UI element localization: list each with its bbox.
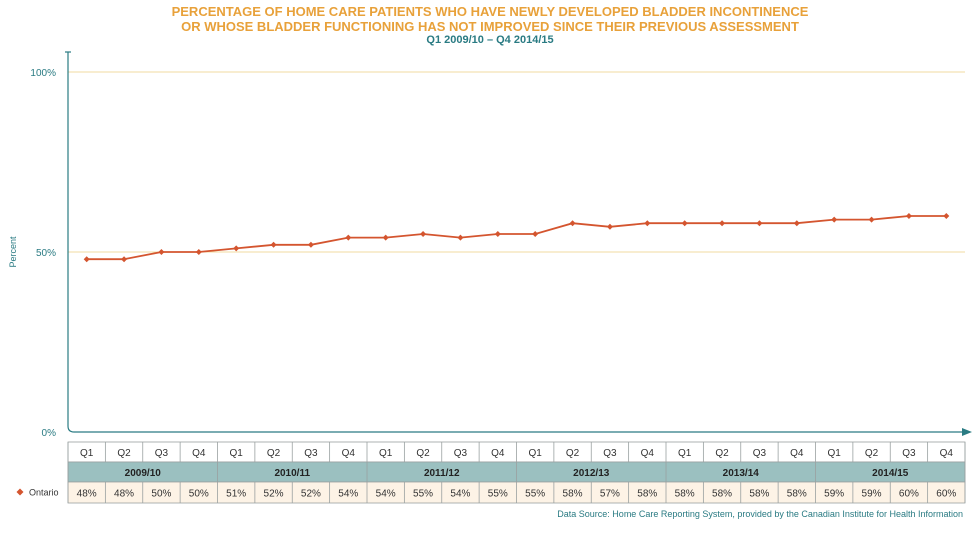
y-tick-label: 100% [30,68,56,79]
fiscal-year-label: 2013/14 [723,468,760,479]
value-label: 55% [525,489,545,500]
quarter-label: Q3 [603,448,617,459]
data-point [793,220,800,227]
data-point [569,220,576,227]
line-chart: 0% 50% 100% Percent Q1 Q2 Q3 Q4 Q1 Q2 Q3 Q4 Q1 Q2 Q3 Q4… [8,51,972,504]
data-point [420,231,427,237]
quarter-label: Q3 [753,448,767,459]
data-point [868,216,875,223]
quarter-label: Q4 [790,448,804,459]
value-label: 59% [862,489,882,500]
value-label: 58% [637,489,657,500]
x-axis-arrow [962,428,972,436]
value-label: 57% [600,489,620,500]
fiscal-year-label: 2011/12 [424,468,460,479]
quarter-label: Q1 [678,448,692,459]
chart-title-line-1: PERCENTAGE OF HOME CARE PATIENTS WHO HAV… [171,4,809,19]
data-point [195,249,202,255]
quarter-label: Q1 [529,448,543,459]
quarter-label: Q3 [902,448,916,459]
value-label: 51% [226,489,246,500]
data-point [831,216,838,223]
legend-label-ontario: Ontario [29,488,59,498]
y-tick-label: 50% [36,248,56,259]
value-label: 55% [413,489,433,500]
quarter-label: Q3 [304,448,318,459]
value-label: 60% [936,489,956,500]
data-point [121,256,128,263]
quarter-label: Q4 [491,448,505,459]
quarter-label: Q2 [267,448,281,459]
data-point [719,220,726,227]
quarter-label: Q3 [155,448,169,459]
data-point [644,220,651,227]
value-label: 58% [675,489,695,500]
quarter-label: Q4 [342,448,356,459]
value-label: 58% [749,489,769,500]
value-label: 50% [151,489,171,500]
data-point [905,213,912,219]
quarter-label: Q1 [828,448,842,459]
value-label: 54% [338,489,358,500]
data-point [681,220,688,227]
value-label: 58% [563,489,583,500]
data-point [307,241,314,248]
data-point [756,220,763,227]
fiscal-year-label: 2009/10 [125,468,162,479]
value-label: 55% [488,489,508,500]
data-point [382,234,389,241]
quarter-label: Q4 [641,448,655,459]
data-point [270,241,277,248]
data-point [83,256,90,263]
axis-corner [67,425,75,433]
quarter-label: Q1 [230,448,244,459]
quarter-label: Q2 [715,448,729,459]
value-label: 50% [189,489,209,500]
quarter-label: Q2 [416,448,430,459]
data-point [606,223,613,230]
quarter-label: Q2 [117,448,131,459]
data-point [457,234,464,241]
data-source-note: Data Source: Home Care Reporting System,… [557,509,963,519]
series-line-ontario [86,215,947,261]
fiscal-year-label: 2010/11 [274,468,310,479]
data-point [345,234,352,241]
value-label: 58% [712,489,732,500]
value-label: 59% [824,489,844,500]
value-label: 52% [264,489,284,500]
value-label: 48% [77,489,97,500]
chart-title-line-2: OR WHOSE BLADDER FUNCTIONING HAS NOT IMP… [181,19,799,34]
quarter-label: Q4 [192,448,206,459]
quarter-label: Q4 [940,448,954,459]
data-point [494,231,501,237]
value-label: 48% [114,489,134,500]
value-label: 52% [301,489,321,500]
fiscal-year-label: 2014/15 [872,468,909,479]
quarter-label: Q2 [865,448,879,459]
y-axis-label: Percent [8,236,18,268]
value-label: 54% [450,489,470,500]
data-point [233,245,240,252]
fiscal-year-label: 2012/13 [573,468,610,479]
quarter-label: Q3 [454,448,468,459]
y-tick-label: 0% [42,428,57,439]
data-point [532,231,539,237]
value-label: 60% [899,489,919,500]
quarter-label: Q2 [566,448,580,459]
legend-marker-ontario [16,488,24,496]
value-label: 54% [376,489,396,500]
chart-subtitle: Q1 2009/10 – Q4 2014/15 [426,34,554,46]
quarter-label: Q1 [80,448,94,459]
data-point [158,249,165,255]
data-point [943,213,950,219]
quarter-label: Q1 [379,448,393,459]
value-label: 58% [787,489,807,500]
